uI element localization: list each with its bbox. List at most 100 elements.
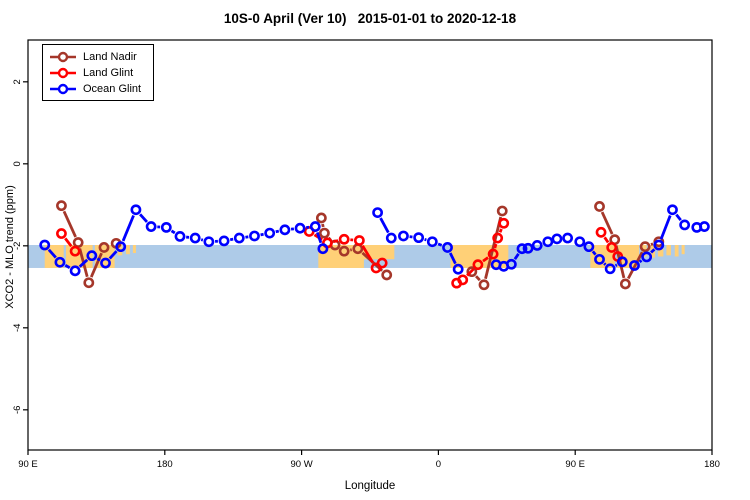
data-point [315,212,327,224]
data-point [629,260,640,271]
data-point [457,274,469,286]
series-line [603,262,607,266]
series-line [603,236,610,244]
data-point [98,242,110,253]
series-line [108,250,118,260]
data-point [594,253,605,265]
data-point [551,233,563,245]
data-point [233,232,245,244]
data-point [452,263,464,275]
data-point [466,266,478,278]
series-line [321,223,325,228]
data-point [338,245,350,257]
data-point [562,232,573,244]
data-point [56,200,67,212]
data-point [318,227,330,239]
land-patch [126,245,130,255]
series-line [424,238,427,242]
series-line [600,211,614,235]
data-point [583,241,595,253]
series-land-glint [56,217,624,289]
data-point [619,278,631,290]
data-point [174,230,186,242]
x-tick-label: 180 [157,459,173,470]
data-point [56,228,67,239]
x-tick-label: 0 [436,459,441,470]
data-point [542,236,554,248]
y-axis-title: XCO2 - MLO trend (ppm) [4,185,16,309]
series-line [591,250,597,256]
series-line [493,243,498,249]
data-point [641,251,653,263]
legend-label: Land Glint [83,67,134,79]
series-line [361,245,375,264]
data-point [317,243,329,255]
data-point [639,241,651,253]
data-point [218,235,230,247]
series-line [475,275,481,282]
legend-swatch-line-circle-icon [50,51,76,63]
series-line [675,213,682,221]
series-line [466,268,475,277]
data-point [574,236,586,248]
data-point [505,258,517,270]
series-line [650,248,656,254]
series-line [229,237,234,242]
series-ocean-glint [39,204,710,277]
data-point [699,221,710,232]
data-point [83,277,95,289]
data-point [381,269,393,281]
series-line [62,210,77,238]
data-point [86,250,98,262]
series-line [614,263,618,267]
series-line [64,264,71,269]
data-point [309,221,321,232]
x-axis-title: Longitude [344,480,396,492]
series-line [627,251,644,280]
legend-label: Ocean Glint [83,83,142,95]
data-point [616,256,628,268]
data-point [145,221,157,232]
data-point [294,222,306,234]
series-line [96,257,101,262]
y-tick-label: -6 [12,406,23,414]
x-tick-label: 90 W [291,459,313,470]
legend-item-ocean-glint: Ocean Glint [43,81,153,97]
data-point [203,236,215,248]
chart-title: 10S-0 April (Ver 10) 2015-01-01 to 2020-… [223,11,517,26]
data-point [478,279,490,291]
series-line [78,258,89,268]
legend-item-land-nadir: Land Nadir [43,49,153,65]
data-point [653,239,665,251]
y-tick-label: 2 [12,79,23,84]
data-point [279,224,291,236]
data-point [398,230,409,242]
legend-label: Land Nadir [83,51,137,63]
legend-item-land-glint: Land Glint [43,65,153,81]
data-point [39,239,51,251]
data-point [264,227,276,239]
plot-border [27,39,713,451]
series-line [513,253,520,260]
x-tick-label: 90 E [565,459,585,470]
legend-swatch-line-circle-icon [50,83,76,95]
x-axis: 90 E 180 90 W 0 90 E 180 [18,450,720,470]
data-point [69,245,81,257]
data-point [69,265,81,277]
series-line [614,245,626,279]
data-point [487,248,499,260]
data-point [604,263,616,275]
data-point [594,201,605,212]
series-line [482,256,489,263]
series-line [437,242,443,247]
series-line [659,215,672,240]
data-point [516,243,528,255]
series-line [315,231,323,244]
y-tick-label: -2 [12,242,23,250]
series-line [333,239,339,243]
data-point [531,240,543,251]
data-point [376,257,388,269]
data-point [667,204,678,216]
series-line [379,217,390,234]
